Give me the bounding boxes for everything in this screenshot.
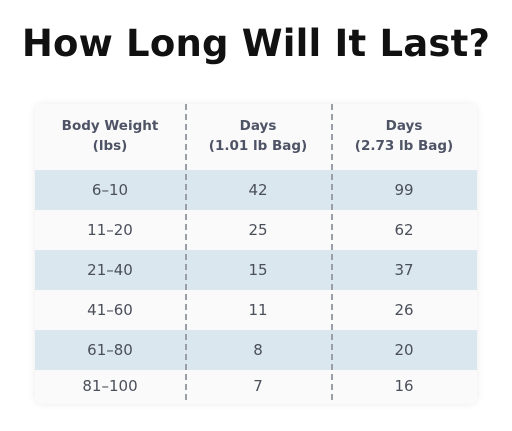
table-row: 41–60 11 26 — [35, 290, 477, 330]
body-weight-cell: 81–100 — [82, 377, 138, 395]
column-divider — [185, 104, 187, 400]
table-row: 81–100 7 16 — [35, 366, 477, 406]
header-days-large-bag-line2: (2.73 lb Bag) — [354, 138, 454, 154]
header-body-weight-line1: Body Weight — [61, 118, 159, 134]
body-weight-cell: 61–80 — [87, 341, 133, 359]
table-row: 21–40 15 37 — [35, 250, 477, 290]
days-large-bag-cell: 16 — [394, 377, 414, 395]
column-divider — [331, 104, 333, 400]
header-days-small-bag-line1: Days — [239, 118, 277, 134]
days-small-bag-cell: 25 — [248, 221, 268, 239]
days-small-bag-cell: 42 — [248, 181, 268, 199]
header-days-small-bag-line2: (1.01 lb Bag) — [208, 138, 308, 154]
feeding-table-card: Body Weight (lbs) Days (1.01 lb Bag) Day… — [35, 104, 477, 404]
days-small-bag-cell: 8 — [253, 341, 263, 359]
page-title: How Long Will It Last? — [21, 22, 491, 65]
days-large-bag-cell: 20 — [394, 341, 414, 359]
body-weight-cell: 6–10 — [91, 181, 129, 199]
table-row: 11–20 25 62 — [35, 210, 477, 250]
days-large-bag-cell: 26 — [394, 301, 414, 319]
header-body-weight-line2: (lbs) — [92, 138, 128, 154]
days-small-bag-cell: 15 — [248, 261, 268, 279]
header-days-small-bag: Days (1.01 lb Bag) — [185, 116, 331, 156]
days-large-bag-cell: 99 — [394, 181, 414, 199]
body-weight-cell: 41–60 — [87, 301, 133, 319]
header-body-weight: Body Weight (lbs) — [35, 116, 185, 156]
header-days-large-bag-line1: Days — [385, 118, 423, 134]
body-weight-cell: 11–20 — [87, 221, 133, 239]
feeding-duration-table: Body Weight (lbs) Days (1.01 lb Bag) Day… — [35, 104, 477, 404]
table-row: 61–80 8 20 — [35, 330, 477, 370]
table-row: 6–10 42 99 — [35, 170, 477, 210]
days-small-bag-cell: 7 — [253, 377, 263, 395]
header-days-large-bag: Days (2.73 lb Bag) — [331, 116, 477, 156]
table-header: Body Weight (lbs) Days (1.01 lb Bag) Day… — [35, 104, 477, 170]
body-weight-cell: 21–40 — [87, 261, 133, 279]
days-large-bag-cell: 37 — [394, 261, 414, 279]
days-large-bag-cell: 62 — [394, 221, 414, 239]
days-small-bag-cell: 11 — [248, 301, 268, 319]
